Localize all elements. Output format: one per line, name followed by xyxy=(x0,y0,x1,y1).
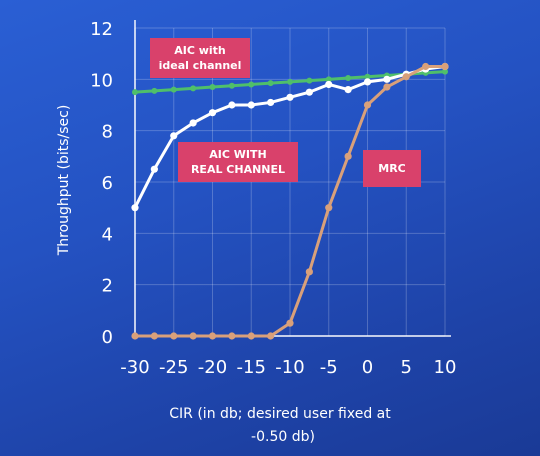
data-point xyxy=(208,109,217,117)
x-axis-title-line2: -0.50 db) xyxy=(251,429,315,445)
y-tick-label: 2 xyxy=(102,276,113,297)
y-tick-label: 12 xyxy=(90,19,113,40)
data-point xyxy=(209,84,216,91)
annotation-line: AIC with xyxy=(174,44,226,57)
data-point xyxy=(306,77,313,84)
data-point xyxy=(189,119,197,127)
data-point xyxy=(170,86,177,93)
data-point xyxy=(228,82,235,89)
data-point xyxy=(305,268,313,276)
data-point xyxy=(325,76,332,83)
data-point xyxy=(267,98,275,107)
data-point xyxy=(228,101,236,109)
data-point xyxy=(267,80,274,87)
data-point xyxy=(190,85,197,92)
data-point xyxy=(325,80,333,89)
data-point xyxy=(286,93,294,101)
data-point xyxy=(132,89,138,96)
data-point xyxy=(150,332,158,340)
data-point xyxy=(402,73,410,81)
annotation-line: ideal channel xyxy=(158,59,242,72)
data-point xyxy=(344,86,352,94)
y-tick-label: 6 xyxy=(102,173,113,194)
data-point xyxy=(305,88,313,96)
data-point xyxy=(442,68,448,75)
data-point xyxy=(131,204,139,212)
x-tick-label: 10 xyxy=(434,357,457,378)
x-tick-label: -25 xyxy=(159,357,188,378)
data-point xyxy=(363,78,372,86)
data-point xyxy=(287,78,293,85)
data-point xyxy=(441,62,449,71)
data-point xyxy=(383,75,391,83)
x-tick-label: -30 xyxy=(120,357,149,378)
data-point xyxy=(325,204,333,212)
data-point xyxy=(151,87,158,94)
x-tick-label: -15 xyxy=(237,357,266,378)
data-point xyxy=(344,152,352,160)
data-point xyxy=(170,132,178,140)
data-point xyxy=(247,101,255,109)
data-point xyxy=(345,75,352,82)
data-point xyxy=(248,81,255,88)
annotation-line: MRC xyxy=(378,162,406,175)
x-tick-label: -10 xyxy=(275,357,304,378)
data-point xyxy=(286,319,294,327)
y-axis-title: Throughput (bits/sec) xyxy=(56,105,72,257)
x-tick-label: -20 xyxy=(198,357,227,378)
data-point xyxy=(422,62,430,71)
data-point xyxy=(170,332,178,340)
data-point xyxy=(364,73,371,80)
x-tick-label: 5 xyxy=(401,357,412,378)
x-tick-label: -5 xyxy=(320,357,338,378)
annotation-aic-ideal: AIC with ideal channel xyxy=(150,38,250,78)
annotation-aic-real: AIC WITH REAL CHANNEL xyxy=(178,142,298,182)
data-point xyxy=(363,101,372,109)
data-point xyxy=(208,332,217,340)
annotation-mrc: MRC xyxy=(363,150,421,187)
y-tick-label: 10 xyxy=(90,70,113,91)
data-point xyxy=(150,165,158,173)
y-tick-label: 4 xyxy=(102,224,113,245)
data-point xyxy=(131,332,139,340)
x-axis-title-line1: CIR (in db; desired user fixed at xyxy=(169,406,391,422)
data-point xyxy=(383,83,391,91)
y-tick-label: 0 xyxy=(102,327,113,348)
x-tick-label: 0 xyxy=(362,357,373,378)
data-point xyxy=(267,332,275,340)
annotation-line: AIC WITH xyxy=(209,148,267,161)
annotation-line: REAL CHANNEL xyxy=(190,163,286,176)
y-tick-label: 8 xyxy=(102,122,113,143)
data-point xyxy=(247,332,255,340)
data-point xyxy=(228,332,236,340)
data-point xyxy=(189,332,197,340)
